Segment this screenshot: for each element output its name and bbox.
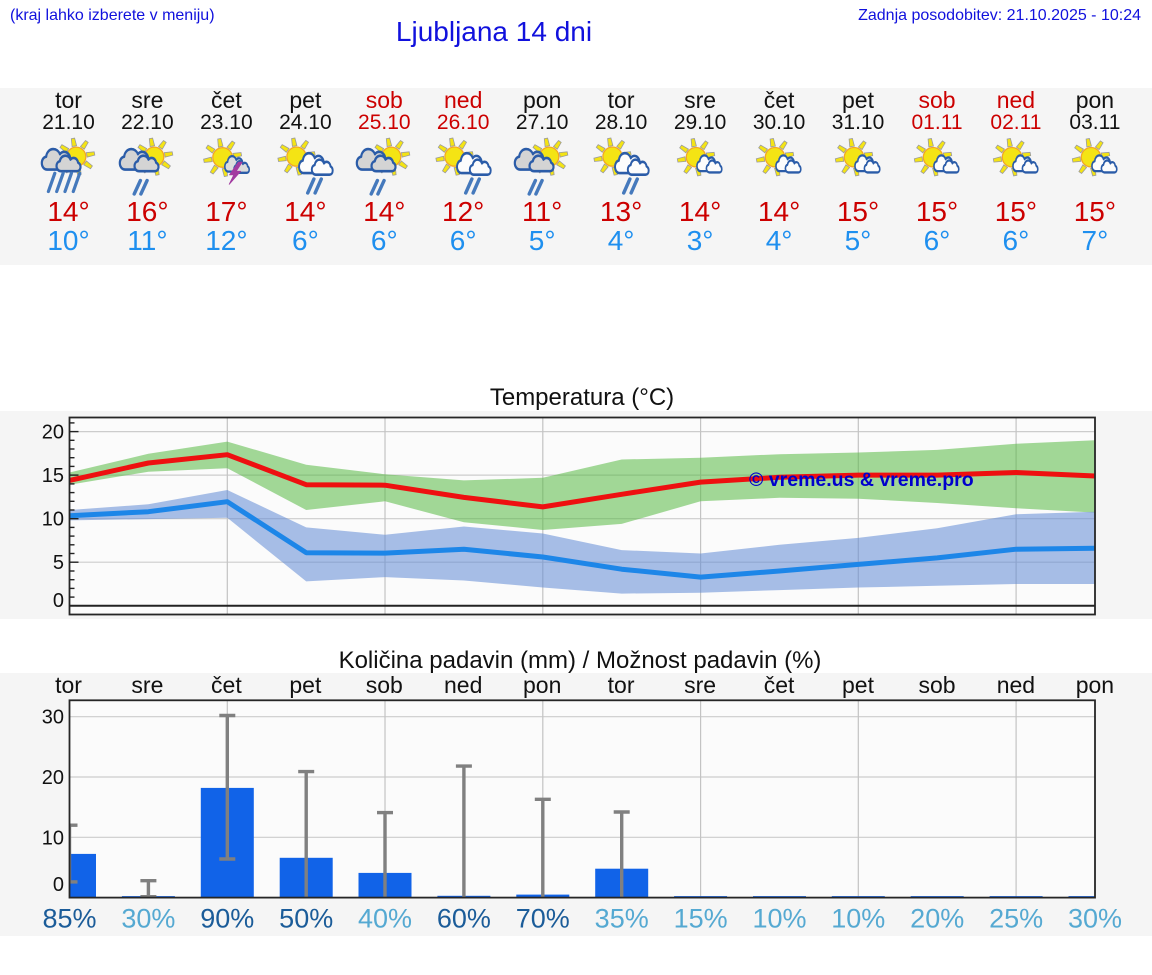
svg-text:0: 0 xyxy=(53,590,64,612)
svg-text:25%: 25% xyxy=(989,904,1043,934)
svg-text:10: 10 xyxy=(42,827,64,849)
svg-text:60%: 60% xyxy=(437,904,491,934)
svg-text:10%: 10% xyxy=(831,904,885,934)
svg-text:35%: 35% xyxy=(595,904,649,934)
svg-text:30%: 30% xyxy=(121,904,175,934)
svg-text:20: 20 xyxy=(42,767,64,789)
svg-text:10: 10 xyxy=(42,509,64,531)
svg-text:30: 30 xyxy=(42,707,64,729)
svg-text:15: 15 xyxy=(42,465,64,487)
svg-text:20%: 20% xyxy=(910,904,964,934)
svg-text:50%: 50% xyxy=(279,904,333,934)
svg-text:30%: 30% xyxy=(1068,904,1122,934)
svg-text:90%: 90% xyxy=(200,904,254,934)
svg-text:85%: 85% xyxy=(42,904,96,934)
svg-text:15%: 15% xyxy=(674,904,728,934)
svg-text:40%: 40% xyxy=(358,904,412,934)
svg-text:20: 20 xyxy=(42,422,64,444)
svg-text:5: 5 xyxy=(53,552,64,574)
svg-text:70%: 70% xyxy=(516,904,570,934)
svg-text:0: 0 xyxy=(53,874,64,896)
svg-text:10%: 10% xyxy=(752,904,806,934)
svg-text:© vreme.us & vreme.pro: © vreme.us & vreme.pro xyxy=(749,469,974,491)
